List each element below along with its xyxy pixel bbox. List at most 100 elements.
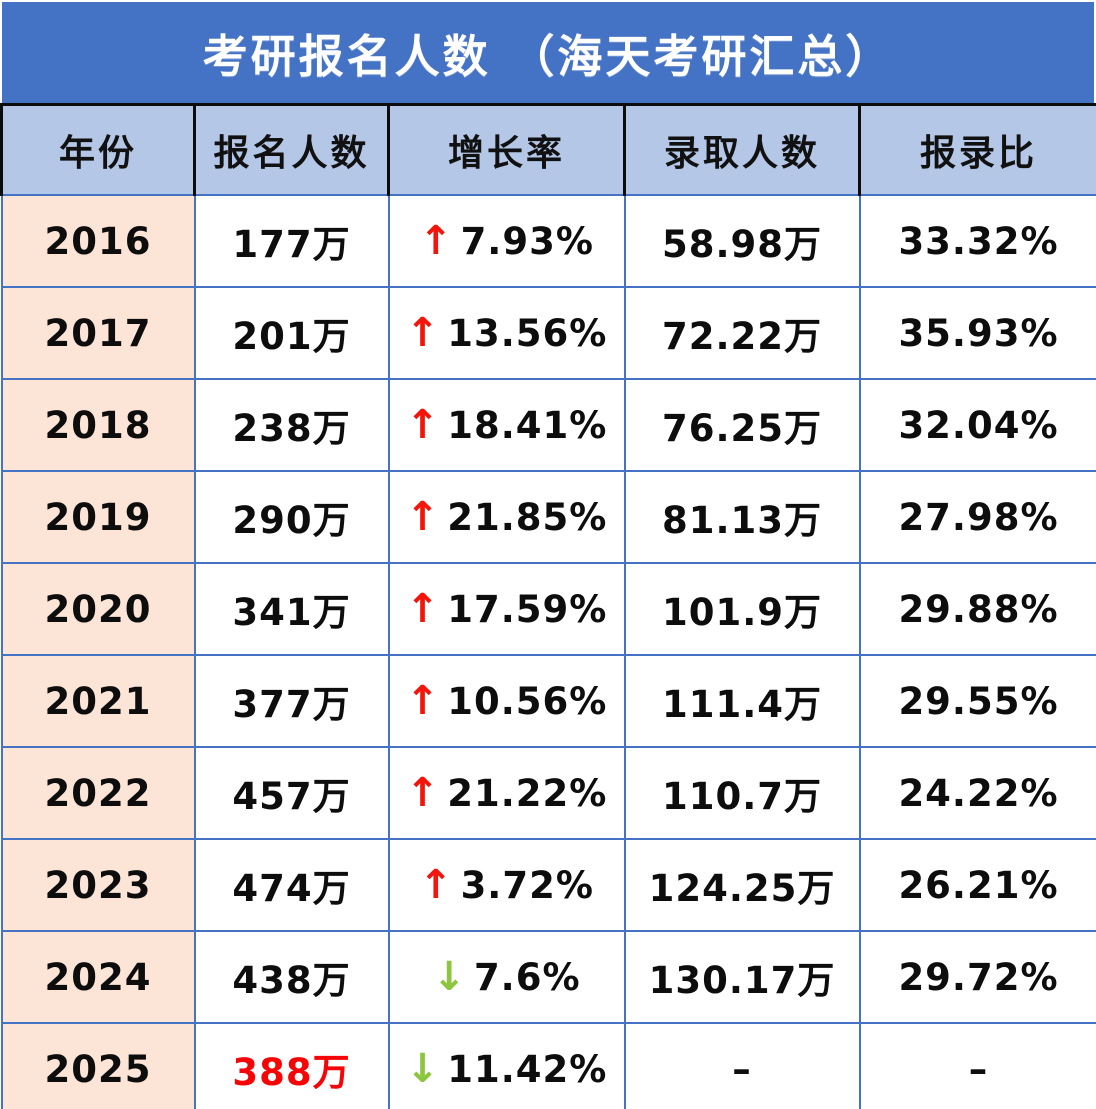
admitted-cell: 124.25万 [623, 838, 861, 932]
ratio-value: 35.93% [898, 311, 1059, 355]
ratio-cell: 29.55% [858, 654, 1096, 748]
admitted-value: 101.9万 [661, 591, 823, 634]
applicants-value: 377万 [232, 683, 351, 726]
table-row: 2019 290万 ↑ 21.85% 81.13万 27.98% [0, 470, 1096, 564]
table-row: 2025 388万 ↓ 11.42% – – [0, 1022, 1096, 1109]
growth-value: 7.6% [473, 955, 581, 999]
admitted-cell: 110.7万 [623, 746, 861, 840]
down-arrow-icon: ↓ [432, 953, 467, 1000]
year-cell: 2021 [0, 654, 196, 748]
ratio-cell: 29.72% [858, 930, 1096, 1024]
ratio-cell: 29.88% [858, 562, 1096, 656]
admitted-value: – [732, 1047, 752, 1091]
growth-cell: ↑ 21.85% [387, 470, 626, 564]
exam-data-table: 年份 报名人数 增长率 录取人数 报录比 2016 177万 ↑ 7.93% [0, 103, 1096, 1109]
up-arrow-icon: ↑ [405, 493, 441, 540]
ratio-value: 32.04% [898, 403, 1059, 447]
table-body: 2016 177万 ↑ 7.93% 58.98万 33.32% [0, 194, 1096, 1109]
table-row: 2021 377万 ↑ 10.56% 111.4万 29.55% [0, 654, 1096, 748]
up-arrow-icon: ↑ [405, 309, 441, 356]
table-row: 2018 238万 ↑ 18.41% 76.25万 32.04% [0, 378, 1096, 472]
growth-cell: ↑ 3.72% [387, 838, 626, 932]
applicants-value: 341万 [232, 591, 351, 634]
applicants-value: 177万 [232, 223, 351, 266]
year-label: 2016 [44, 219, 152, 263]
applicants-cell: 474万 [193, 838, 390, 932]
applicants-value: 457万 [232, 775, 351, 818]
ratio-value: 29.55% [898, 679, 1059, 723]
growth-value: 21.22% [447, 771, 608, 815]
ratio-cell: – [858, 1022, 1096, 1109]
admitted-cell: 76.25万 [623, 378, 861, 472]
growth-value: 7.93% [460, 219, 594, 263]
growth-value: 18.41% [447, 403, 608, 447]
growth-cell: ↑ 21.22% [387, 746, 626, 840]
ratio-value: 27.98% [898, 495, 1059, 539]
applicants-value: 290万 [232, 499, 351, 542]
year-cell: 2019 [0, 470, 196, 564]
up-arrow-icon: ↑ [405, 401, 441, 448]
applicants-cell: 201万 [193, 286, 390, 380]
ratio-cell: 35.93% [858, 286, 1096, 380]
year-cell: 2020 [0, 562, 196, 656]
ratio-value: 26.21% [898, 863, 1059, 907]
year-cell: 2018 [0, 378, 196, 472]
admitted-cell: 101.9万 [623, 562, 861, 656]
applicants-value: 438万 [232, 959, 351, 1002]
header-row: 年份 报名人数 增长率 录取人数 报录比 [0, 103, 1096, 196]
admitted-value: 58.98万 [661, 223, 823, 266]
admitted-cell: – [623, 1022, 861, 1109]
year-cell: 2024 [0, 930, 196, 1024]
ratio-value: 33.32% [898, 219, 1059, 263]
growth-value: 10.56% [447, 679, 608, 723]
year-label: 2018 [44, 403, 152, 447]
year-cell: 2017 [0, 286, 196, 380]
year-label: 2025 [44, 1047, 152, 1091]
admitted-value: 81.13万 [661, 499, 823, 542]
growth-value: 17.59% [447, 587, 608, 631]
growth-cell: ↑ 10.56% [387, 654, 626, 748]
growth-cell: ↑ 7.93% [387, 194, 626, 288]
year-label: 2023 [44, 863, 152, 907]
ratio-cell: 26.21% [858, 838, 1096, 932]
up-arrow-icon: ↑ [419, 861, 454, 908]
year-label: 2024 [44, 955, 152, 999]
up-arrow-icon: ↑ [405, 585, 441, 632]
applicants-cell: 377万 [193, 654, 390, 748]
applicants-value: 201万 [232, 315, 351, 358]
table-row: 2023 474万 ↑ 3.72% 124.25万 26.21% [0, 838, 1096, 932]
year-cell: 2023 [0, 838, 196, 932]
column-header-admitted: 录取人数 [623, 103, 861, 196]
applicants-cell: 388万 [193, 1022, 390, 1109]
admitted-cell: 81.13万 [623, 470, 861, 564]
admitted-value: 124.25万 [648, 867, 836, 910]
growth-value: 3.72% [460, 863, 594, 907]
applicants-cell: 177万 [193, 194, 390, 288]
admitted-value: 130.17万 [648, 959, 836, 1002]
ratio-value: 29.72% [898, 955, 1059, 999]
year-label: 2017 [44, 311, 152, 355]
admitted-cell: 72.22万 [623, 286, 861, 380]
ratio-cell: 27.98% [858, 470, 1096, 564]
applicants-cell: 457万 [193, 746, 390, 840]
applicants-cell: 290万 [193, 470, 390, 564]
ratio-value: 29.88% [898, 587, 1059, 631]
ratio-value: – [968, 1047, 989, 1091]
growth-cell: ↑ 17.59% [387, 562, 626, 656]
up-arrow-icon: ↑ [405, 677, 441, 724]
growth-cell: ↓ 11.42% [387, 1022, 626, 1109]
title-banner: 考研报名人数 （海天考研汇总） [2, 2, 1094, 103]
applicants-value: 238万 [232, 407, 351, 450]
applicants-cell: 238万 [193, 378, 390, 472]
growth-value: 21.85% [447, 495, 608, 539]
page-title: 考研报名人数 （海天考研汇总） [202, 30, 894, 83]
admitted-value: 76.25万 [661, 407, 823, 450]
ratio-cell: 33.32% [858, 194, 1096, 288]
year-label: 2022 [44, 771, 152, 815]
column-header-applicants: 报名人数 [193, 103, 390, 196]
growth-value: 13.56% [447, 311, 608, 355]
growth-cell: ↓ 7.6% [387, 930, 626, 1024]
year-cell: 2016 [0, 194, 196, 288]
admitted-cell: 130.17万 [623, 930, 861, 1024]
